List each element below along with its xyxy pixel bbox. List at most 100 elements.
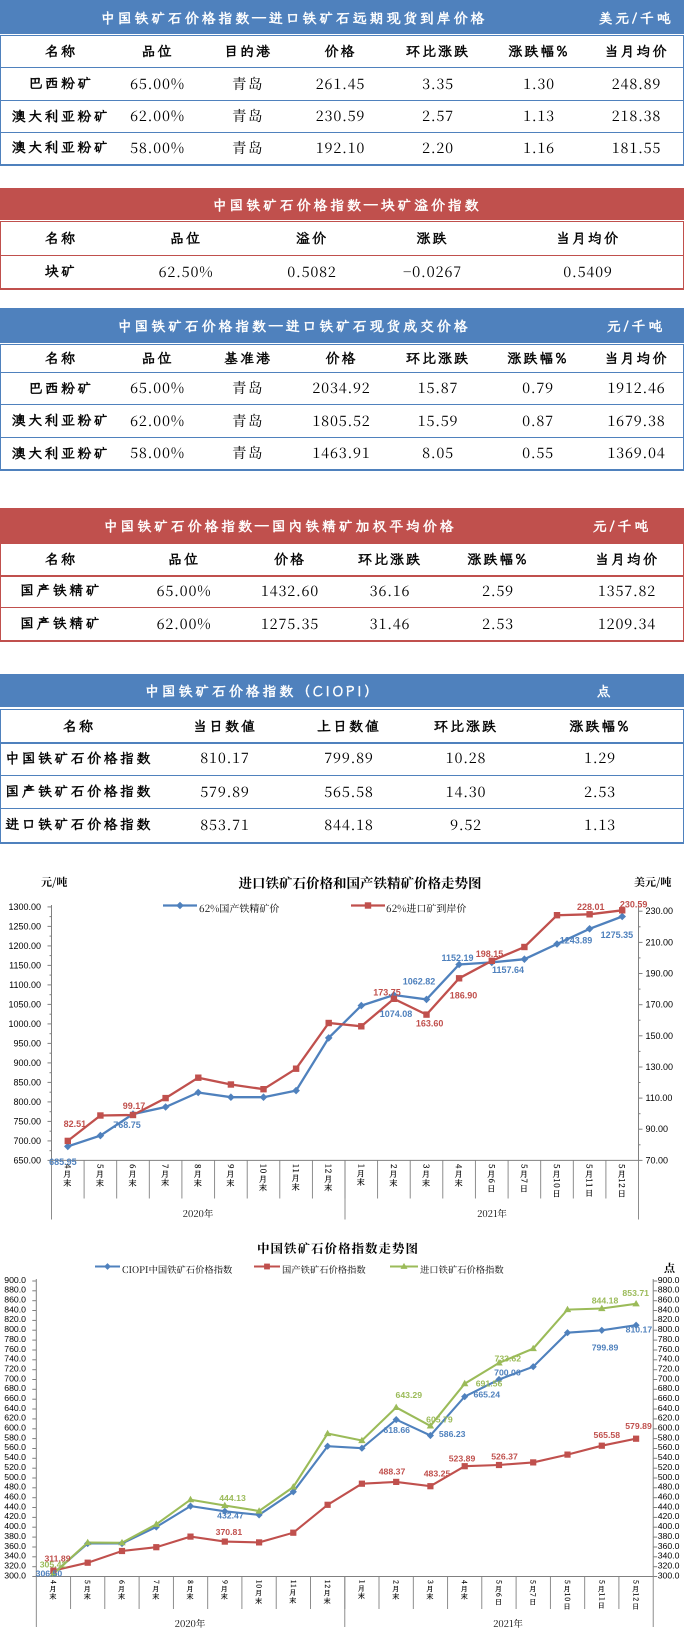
svg-text:700.00: 700.00: [13, 1136, 41, 1146]
svg-text:580.0: 580.0: [658, 1432, 680, 1442]
svg-text:620.0: 620.0: [658, 1413, 680, 1423]
svg-text:900.00: 900.00: [13, 1058, 41, 1068]
svg-text:300.0: 300.0: [4, 1570, 26, 1580]
svg-text:768.75: 768.75: [113, 1120, 141, 1130]
svg-text:650.00: 650.00: [13, 1155, 41, 1165]
svg-text:618.66: 618.66: [383, 1425, 410, 1435]
svg-text:370.81: 370.81: [216, 1527, 243, 1537]
svg-text:740.0: 740.0: [658, 1354, 680, 1364]
svg-text:488.37: 488.37: [379, 1467, 406, 1477]
svg-text:780.0: 780.0: [658, 1334, 680, 1344]
svg-text:420.0: 420.0: [4, 1511, 26, 1521]
svg-text:1074.08: 1074.08: [380, 1009, 413, 1019]
svg-text:150.00: 150.00: [646, 1031, 674, 1041]
svg-text:853.71: 853.71: [622, 1288, 649, 1298]
svg-text:305.42: 305.42: [40, 1559, 67, 1569]
svg-text:660.0: 660.0: [4, 1393, 26, 1403]
svg-text:1100.00: 1100.00: [9, 980, 41, 990]
svg-text:860.0: 860.0: [658, 1295, 680, 1305]
svg-text:950.00: 950.00: [13, 1038, 41, 1048]
svg-text:733.62: 733.62: [495, 1354, 522, 1364]
svg-text:560.0: 560.0: [4, 1442, 26, 1452]
svg-text:82.51: 82.51: [64, 1119, 87, 1129]
svg-text:880.0: 880.0: [4, 1285, 26, 1295]
svg-text:1275.35: 1275.35: [601, 930, 634, 940]
svg-text:173.75: 173.75: [373, 988, 401, 998]
svg-text:760.0: 760.0: [658, 1344, 680, 1354]
svg-text:90.00: 90.00: [646, 1124, 669, 1134]
svg-text:170.00: 170.00: [646, 1000, 674, 1010]
svg-text:700.0: 700.0: [4, 1373, 26, 1383]
svg-text:523.89: 523.89: [449, 1454, 476, 1464]
svg-text:720.0: 720.0: [4, 1364, 26, 1374]
svg-text:579.89: 579.89: [625, 1421, 652, 1431]
svg-text:306.50: 306.50: [36, 1569, 63, 1579]
svg-text:110.00: 110.00: [646, 1093, 673, 1103]
svg-text:700.06: 700.06: [494, 1367, 521, 1377]
svg-text:540.0: 540.0: [658, 1452, 680, 1462]
svg-text:700.0: 700.0: [658, 1373, 680, 1383]
svg-text:600.0: 600.0: [4, 1423, 26, 1433]
svg-text:380.0: 380.0: [4, 1531, 26, 1541]
svg-text:880.0: 880.0: [658, 1285, 680, 1295]
svg-text:460.0: 460.0: [658, 1492, 680, 1502]
svg-text:800.00: 800.00: [13, 1097, 41, 1107]
svg-text:400.0: 400.0: [4, 1521, 26, 1531]
svg-text:680.0: 680.0: [4, 1383, 26, 1393]
svg-text:580.0: 580.0: [4, 1432, 26, 1442]
svg-text:340.0: 340.0: [4, 1551, 26, 1561]
svg-text:665.24: 665.24: [474, 1390, 501, 1400]
svg-text:1200.00: 1200.00: [8, 941, 41, 951]
svg-text:800.0: 800.0: [4, 1324, 26, 1334]
svg-text:130.00: 130.00: [646, 1062, 674, 1072]
svg-text:820.0: 820.0: [658, 1314, 680, 1324]
svg-text:230.00: 230.00: [646, 906, 674, 916]
svg-text:640.0: 640.0: [658, 1403, 680, 1413]
svg-text:186.90: 186.90: [450, 991, 478, 1001]
svg-text:680.0: 680.0: [658, 1383, 680, 1393]
svg-text:810.17: 810.17: [626, 1325, 653, 1335]
svg-text:440.0: 440.0: [658, 1501, 680, 1511]
svg-text:560.0: 560.0: [658, 1442, 680, 1452]
svg-text:840.0: 840.0: [658, 1304, 680, 1314]
svg-text:99.17: 99.17: [123, 1101, 146, 1111]
svg-text:780.0: 780.0: [4, 1334, 26, 1344]
svg-text:360.0: 360.0: [4, 1541, 26, 1551]
svg-text:1250.00: 1250.00: [8, 921, 41, 931]
svg-text:228.01: 228.01: [577, 902, 605, 912]
svg-text:900.0: 900.0: [4, 1275, 26, 1285]
svg-text:526.37: 526.37: [491, 1451, 518, 1461]
svg-text:691.56: 691.56: [476, 1379, 503, 1389]
svg-text:300.0: 300.0: [658, 1570, 680, 1580]
svg-text:480.0: 480.0: [4, 1482, 26, 1492]
svg-text:190.00: 190.00: [646, 969, 674, 979]
svg-text:685.95: 685.95: [49, 1157, 77, 1167]
svg-text:850.00: 850.00: [13, 1077, 41, 1087]
svg-text:432.47: 432.47: [217, 1511, 244, 1521]
svg-text:1152.19: 1152.19: [441, 953, 473, 963]
svg-text:586.23: 586.23: [439, 1429, 466, 1439]
svg-text:420.0: 420.0: [658, 1511, 680, 1521]
svg-text:640.0: 640.0: [4, 1403, 26, 1413]
svg-text:520.0: 520.0: [4, 1462, 26, 1472]
svg-text:480.0: 480.0: [658, 1482, 680, 1492]
svg-text:1300.00: 1300.00: [8, 902, 41, 912]
svg-text:860.0: 860.0: [4, 1295, 26, 1305]
svg-text:1150.00: 1150.00: [9, 960, 41, 970]
svg-text:840.0: 840.0: [4, 1304, 26, 1314]
svg-text:1050.00: 1050.00: [8, 999, 41, 1009]
svg-text:500.0: 500.0: [4, 1472, 26, 1482]
svg-text:643.29: 643.29: [396, 1390, 423, 1400]
svg-text:340.0: 340.0: [658, 1551, 680, 1561]
svg-text:320.0: 320.0: [658, 1561, 680, 1571]
svg-text:400.0: 400.0: [658, 1521, 680, 1531]
svg-text:483.25: 483.25: [424, 1469, 451, 1479]
svg-text:500.0: 500.0: [658, 1472, 680, 1482]
svg-text:660.0: 660.0: [658, 1393, 680, 1403]
svg-text:799.89: 799.89: [592, 1342, 619, 1352]
svg-text:210.00: 210.00: [646, 937, 674, 947]
svg-text:320.0: 320.0: [4, 1561, 26, 1571]
svg-text:620.0: 620.0: [4, 1413, 26, 1423]
svg-text:70.00: 70.00: [646, 1155, 669, 1165]
svg-text:1243.89: 1243.89: [560, 936, 593, 946]
